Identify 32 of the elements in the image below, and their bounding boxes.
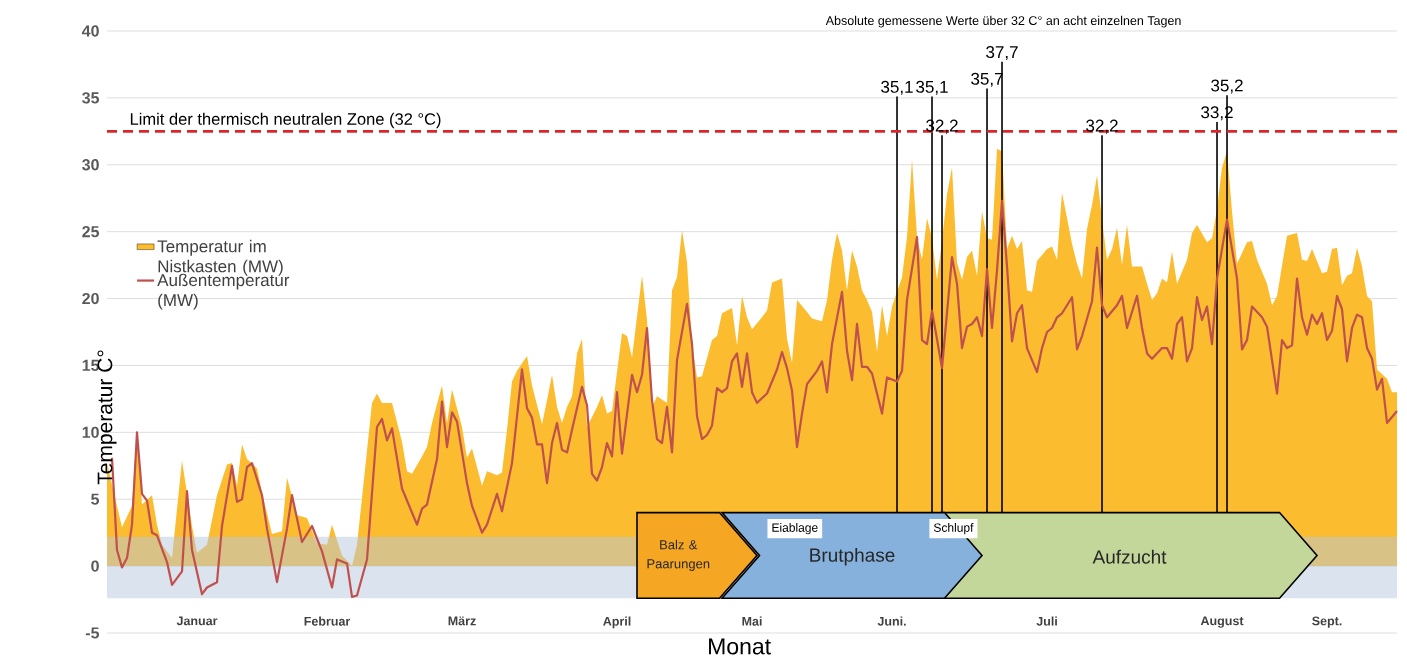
- ref-line-label: Limit der thermisch neutralen Zone (32 °C): [130, 112, 441, 129]
- y-tick-label: 5: [91, 493, 100, 505]
- x-tick-label: Juli: [1036, 616, 1057, 626]
- x-tick-label: Sept.: [1312, 616, 1342, 628]
- y-axis-title: Temperatur C°: [97, 350, 117, 485]
- y-tick-label: 35: [82, 92, 100, 104]
- y-tick-label: 10: [82, 426, 99, 438]
- annotation: Schlupf: [933, 523, 974, 535]
- y-tick-label: -5: [85, 627, 100, 639]
- x-tick-label: Januar: [176, 616, 218, 626]
- x-tick-label: März: [448, 616, 476, 626]
- y-tick-label: 40: [81, 25, 99, 37]
- band-label: Brutphase: [810, 547, 895, 566]
- data-label: 35,1: [881, 80, 913, 95]
- x-tick-label: April: [603, 616, 631, 629]
- x-tick-label: Mai: [742, 616, 762, 626]
- x-tick-label: August: [1200, 616, 1244, 628]
- data-label: 35,1: [916, 80, 948, 95]
- y-tick-label: 20: [82, 292, 99, 305]
- annotation: Eiablage: [772, 523, 818, 535]
- y-tick-label: 30: [82, 159, 99, 171]
- x-tick-label: Juni.: [877, 616, 906, 626]
- chart-title: Absolute gemessene Werte über 32 C° an acht einzelnen Tagen: [825, 15, 1181, 28]
- x-axis-title: Monat: [709, 638, 771, 655]
- y-tick-label: 0: [91, 560, 99, 572]
- y-tick-label: 15: [82, 359, 100, 372]
- x-tick-label: Februar: [304, 616, 351, 626]
- y-tick-label: 25: [82, 226, 100, 238]
- data-label: 35,2: [1211, 79, 1243, 94]
- band-label: Aufzucht: [1092, 549, 1167, 564]
- band-label: Balz & Paarungen: [647, 539, 710, 571]
- data-label: 37,7: [986, 46, 1018, 61]
